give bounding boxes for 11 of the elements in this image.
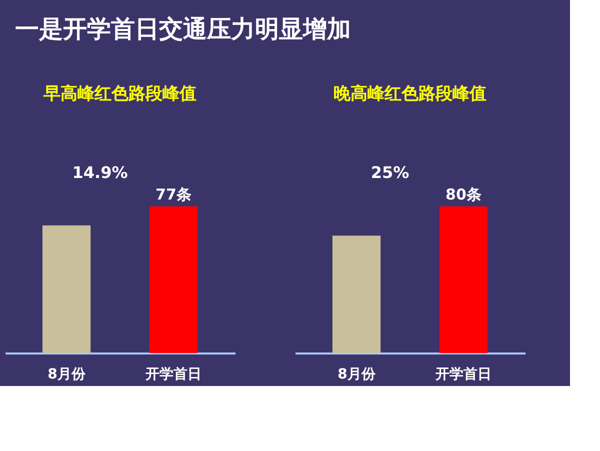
x-tick-label: 8月份 <box>338 366 376 382</box>
x-tick-label: 开学首日 <box>144 366 202 382</box>
data-label: 80条 <box>446 185 482 204</box>
chart-title: 晚高峰红色路段峰值 <box>334 84 486 104</box>
chart-title: 早高峰红色路段峰值 <box>42 84 196 104</box>
text: 25% <box>370 163 410 182</box>
data-label: 77条 <box>156 185 192 204</box>
text: 14.9% <box>72 163 128 182</box>
text: 一是开学首日交通压力明显增加 <box>15 15 351 43</box>
x-tick-label: 8月份 <box>48 366 86 382</box>
x-tick-label: 开学首日 <box>434 366 492 382</box>
